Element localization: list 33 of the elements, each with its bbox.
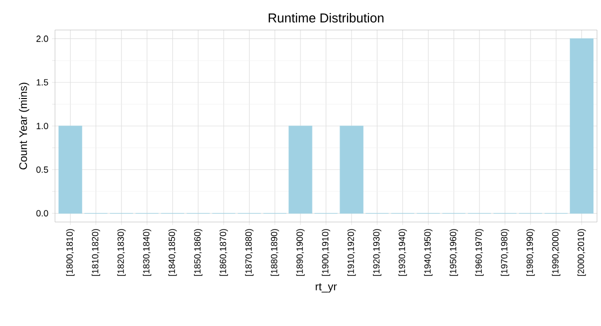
x-tick-label: [1890,1900) (296, 229, 305, 276)
x-tick-label: [1950,1960) (450, 229, 458, 276)
x-tick-label: [1800,1810) (66, 229, 75, 276)
x-tick-label: [1840,1850) (168, 229, 177, 276)
bar (570, 38, 594, 214)
x-tick-label: [1810,1820) (92, 229, 100, 276)
x-tick-label: [1970,1980) (500, 229, 510, 276)
y-tick-label: 2.0 (36, 36, 48, 42)
x-tick-label: [1990,2000) (552, 229, 560, 276)
y-tick-label: 0.0 (36, 210, 48, 216)
x-tick-label: [1980,1990) (526, 229, 535, 276)
x-tick-label: [1930,1940) (398, 229, 407, 276)
bar (288, 126, 312, 214)
bar (58, 126, 82, 214)
y-tick-label: 1.0 (36, 122, 48, 130)
x-tick-label: [1850,1860) (194, 229, 202, 276)
x-axis-title: rt_yr (316, 283, 337, 293)
x-tick-label: [1870,1880) (245, 229, 254, 276)
x-tick-label: [1910,1920) (347, 229, 356, 276)
x-tick-label: [1940,1950) (424, 229, 432, 276)
x-tick-label: [2000,2010) (577, 229, 586, 276)
x-tick-label: [1820,1830) (117, 229, 126, 276)
y-tick-label: 0.5 (36, 166, 48, 173)
bar (340, 126, 364, 214)
chart-title: Runtime Distribution (268, 12, 384, 22)
x-tick-label: [1860,1870) (220, 229, 228, 276)
x-tick-label: [1830,1840) (142, 229, 152, 276)
x-tick-label: [1920,1930) (372, 229, 382, 276)
x-tick-label: [1880,1890) (270, 229, 280, 276)
y-axis-title: Count Year (mins) (18, 82, 30, 170)
x-tick-label: [1960,1970) (475, 229, 484, 276)
y-tick-label: 1.5 (36, 79, 48, 86)
x-tick-label: [1900,1910) (322, 229, 330, 276)
